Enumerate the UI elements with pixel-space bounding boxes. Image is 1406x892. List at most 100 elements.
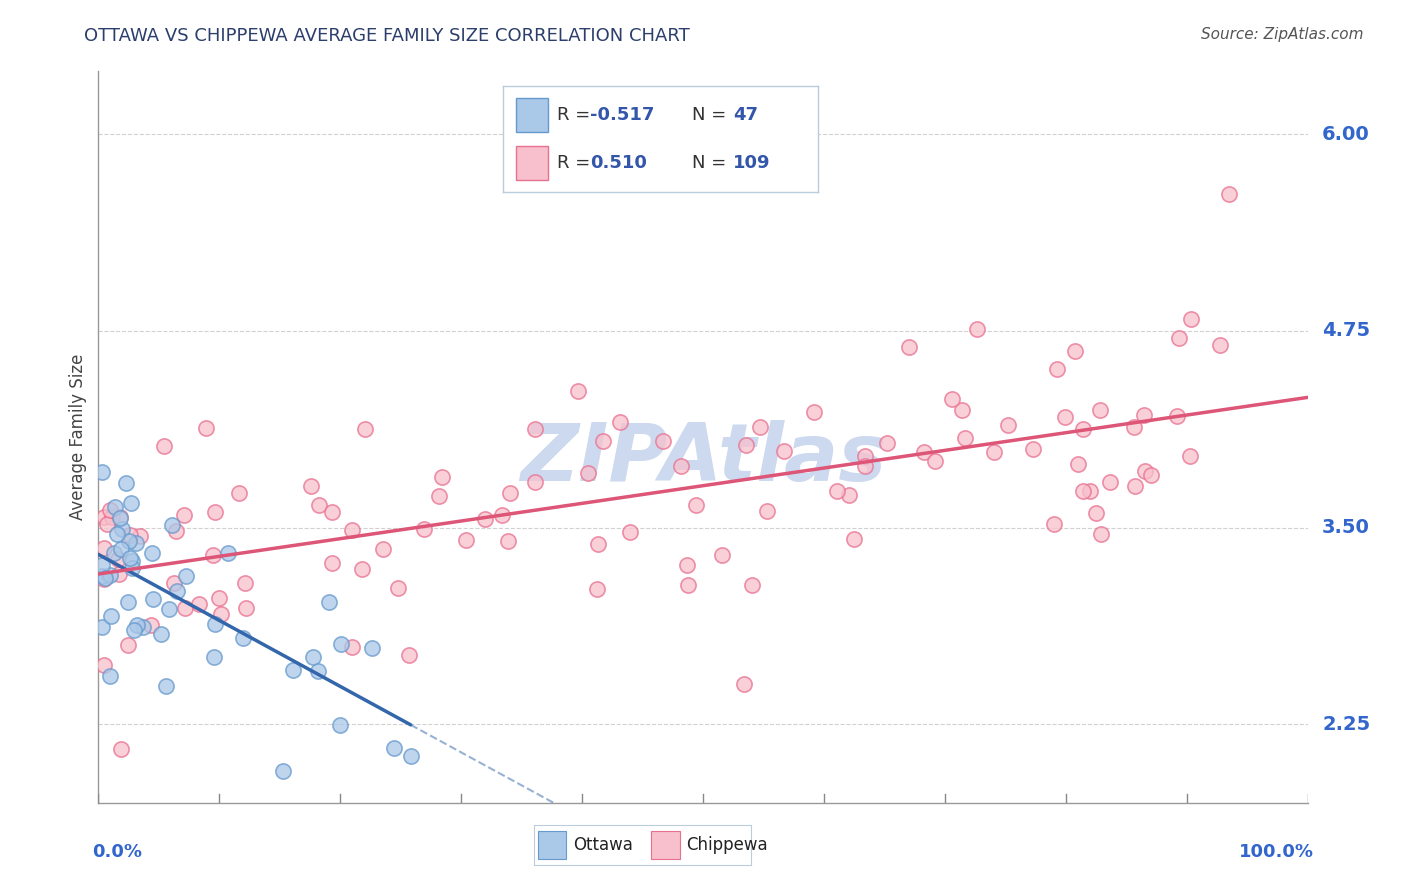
Point bbox=[93, 541, 115, 556]
Point bbox=[741, 578, 763, 592]
Point bbox=[217, 546, 239, 560]
Text: 6.00: 6.00 bbox=[1322, 125, 1369, 144]
Point bbox=[204, 505, 226, 519]
Point bbox=[98, 568, 121, 582]
Point bbox=[1064, 343, 1087, 358]
Point bbox=[149, 626, 172, 640]
Point bbox=[353, 422, 375, 436]
Point bbox=[524, 475, 547, 489]
Point bbox=[966, 322, 988, 336]
Point bbox=[122, 624, 145, 638]
Point bbox=[115, 476, 138, 491]
Point bbox=[1071, 483, 1094, 498]
Point bbox=[110, 742, 132, 756]
Point bbox=[329, 718, 352, 732]
Point bbox=[195, 421, 218, 435]
Point bbox=[1046, 361, 1069, 376]
Point bbox=[101, 510, 124, 524]
Point bbox=[93, 658, 115, 673]
Point bbox=[173, 601, 195, 615]
Point bbox=[430, 470, 453, 484]
Point bbox=[838, 488, 860, 502]
Point bbox=[1209, 338, 1232, 352]
Point bbox=[307, 664, 329, 678]
Point bbox=[523, 422, 546, 436]
Point bbox=[912, 444, 935, 458]
Point bbox=[567, 384, 589, 398]
Point bbox=[107, 552, 129, 566]
Point bbox=[619, 524, 641, 539]
Text: OTTAWA VS CHIPPEWA AVERAGE FAMILY SIZE CORRELATION CHART: OTTAWA VS CHIPPEWA AVERAGE FAMILY SIZE C… bbox=[84, 27, 690, 45]
Point bbox=[108, 510, 131, 524]
Point bbox=[427, 489, 450, 503]
Point bbox=[321, 505, 343, 519]
Point bbox=[941, 392, 963, 406]
Point bbox=[576, 466, 599, 480]
Point bbox=[163, 575, 186, 590]
Point bbox=[91, 619, 114, 633]
Point bbox=[399, 749, 422, 764]
Point bbox=[897, 340, 920, 354]
Text: 2.25: 2.25 bbox=[1322, 714, 1371, 733]
Point bbox=[1166, 409, 1188, 424]
Point bbox=[235, 601, 257, 615]
Point bbox=[209, 607, 232, 621]
Text: 0.0%: 0.0% bbox=[93, 843, 142, 861]
Point bbox=[669, 458, 692, 473]
Point bbox=[120, 496, 142, 510]
Y-axis label: Average Family Size: Average Family Size bbox=[69, 354, 87, 520]
Point bbox=[160, 517, 183, 532]
Point bbox=[955, 431, 977, 445]
Point bbox=[153, 439, 176, 453]
Point bbox=[685, 498, 707, 512]
Point bbox=[748, 419, 770, 434]
Point bbox=[91, 465, 114, 479]
Point bbox=[110, 541, 132, 556]
Point bbox=[121, 554, 143, 568]
Point bbox=[204, 649, 226, 664]
Point bbox=[997, 418, 1019, 433]
Point bbox=[360, 640, 382, 655]
Text: 4.75: 4.75 bbox=[1322, 321, 1371, 341]
Point bbox=[232, 631, 254, 645]
Point bbox=[1078, 483, 1101, 498]
Point bbox=[141, 618, 163, 632]
Point bbox=[100, 608, 122, 623]
Point bbox=[924, 454, 946, 468]
Point bbox=[302, 649, 325, 664]
Point bbox=[98, 669, 121, 683]
Point bbox=[853, 450, 876, 464]
Point bbox=[105, 527, 128, 541]
Point bbox=[676, 578, 699, 592]
Point bbox=[96, 516, 118, 531]
Point bbox=[592, 434, 614, 448]
Point bbox=[157, 602, 180, 616]
Point bbox=[1132, 408, 1154, 422]
Point bbox=[110, 522, 132, 536]
Point bbox=[651, 434, 673, 448]
Point bbox=[585, 582, 607, 596]
Point bbox=[165, 524, 187, 538]
Point bbox=[853, 458, 876, 473]
Point bbox=[228, 485, 250, 500]
Point bbox=[773, 444, 796, 458]
Point bbox=[121, 560, 143, 574]
Point bbox=[108, 566, 131, 581]
Point bbox=[120, 528, 142, 542]
Point bbox=[117, 638, 139, 652]
Point bbox=[755, 504, 778, 518]
Point bbox=[128, 529, 150, 543]
Point bbox=[676, 558, 699, 572]
Point bbox=[188, 597, 211, 611]
Point bbox=[1167, 331, 1189, 345]
Point bbox=[132, 620, 155, 634]
Point bbox=[825, 484, 848, 499]
Point bbox=[176, 569, 198, 583]
Point bbox=[1135, 464, 1157, 478]
Point bbox=[496, 533, 519, 548]
Point bbox=[1085, 507, 1108, 521]
Point bbox=[318, 595, 340, 609]
Point bbox=[299, 479, 322, 493]
Point bbox=[125, 536, 148, 550]
Point bbox=[271, 764, 294, 779]
